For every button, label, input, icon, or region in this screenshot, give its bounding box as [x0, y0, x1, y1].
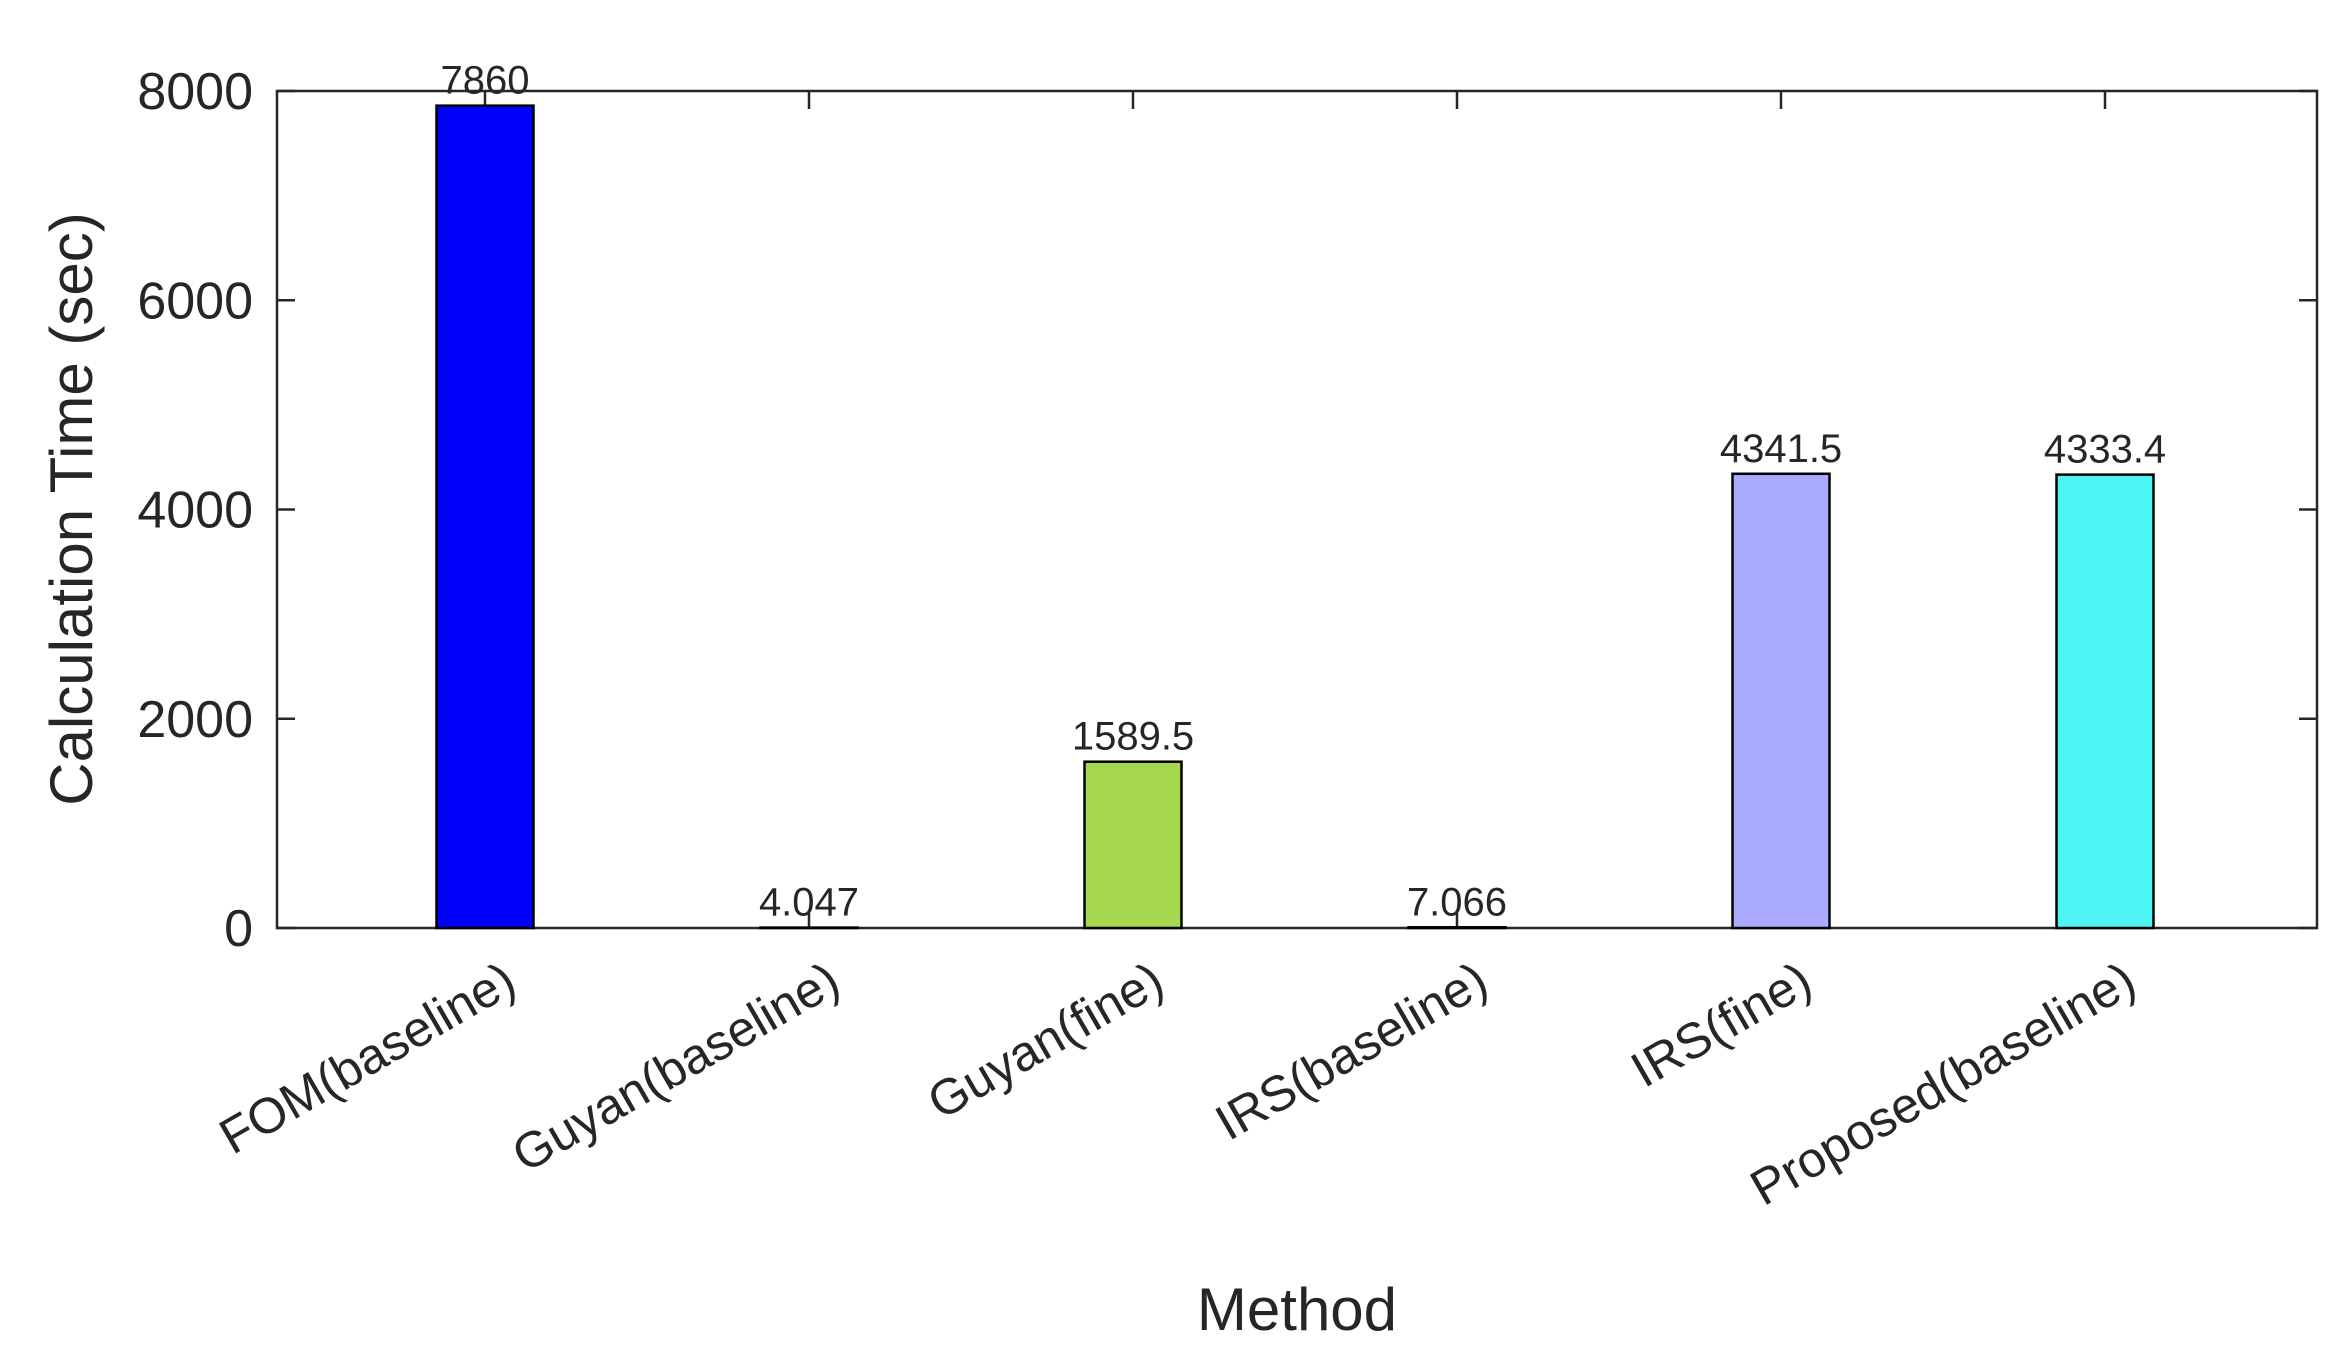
plot-area-frame: [275, 89, 2319, 930]
bars: [435, 104, 2155, 930]
bar: [1407, 926, 1507, 930]
bar: [2055, 473, 2155, 930]
y-tick-label: 6000: [137, 272, 253, 330]
bar: [435, 104, 535, 930]
y-tick-label: 8000: [137, 63, 253, 121]
y-tick-label: 4000: [137, 482, 253, 540]
data-label: 4.047: [759, 881, 859, 925]
data-label: 7860: [441, 59, 530, 103]
data-label: 1589.5: [1072, 715, 1194, 759]
data-label: 7.066: [1407, 880, 1507, 924]
x-axis-title: Method: [1197, 1276, 1397, 1343]
data-labels: 7860 4.047 1589.5 7.066 4341.5 4333.4: [441, 59, 2167, 925]
bar: [1731, 472, 1831, 930]
y-tick-label: 0: [224, 900, 253, 958]
data-label: 4341.5: [1720, 427, 1842, 471]
bar: [1083, 760, 1183, 930]
y-axis-title: Calculation Time (sec): [38, 212, 105, 806]
data-label: 4333.4: [2044, 428, 2166, 472]
y-tick-labels: 0 2000 4000 6000 8000: [137, 63, 253, 958]
y-tick-label: 2000: [137, 691, 253, 749]
